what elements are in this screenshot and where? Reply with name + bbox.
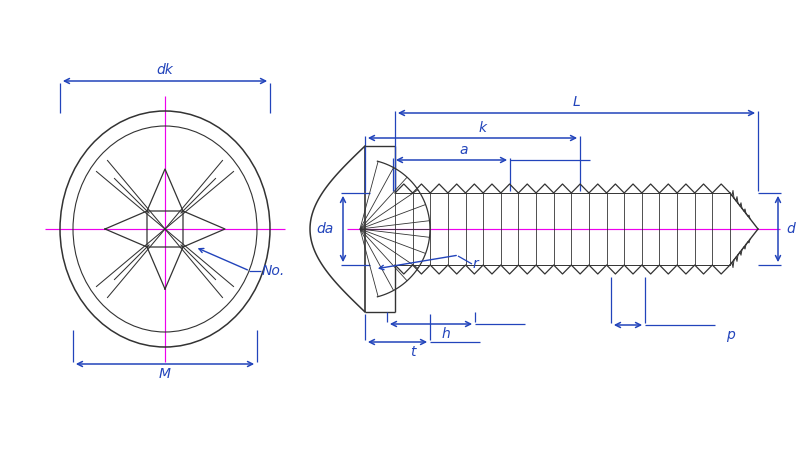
Text: p: p [726,328,734,342]
Text: M: M [159,367,171,381]
Text: k: k [478,121,486,135]
Text: d: d [786,222,795,236]
Text: dk: dk [157,63,174,77]
Text: r: r [473,257,478,271]
Text: t: t [410,345,415,359]
Text: a: a [459,143,468,157]
Text: h: h [442,327,450,341]
Text: L: L [573,95,580,109]
Text: da: da [316,222,334,236]
Text: No.: No. [262,264,286,278]
